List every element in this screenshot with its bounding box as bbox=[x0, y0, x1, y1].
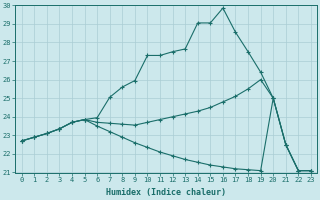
X-axis label: Humidex (Indice chaleur): Humidex (Indice chaleur) bbox=[106, 188, 226, 197]
